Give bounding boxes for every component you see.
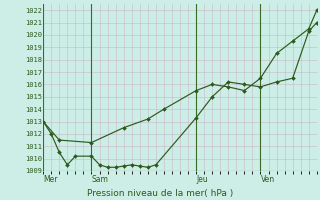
Text: Mer: Mer — [43, 175, 58, 184]
Text: Jeu: Jeu — [196, 175, 208, 184]
Text: Pression niveau de la mer( hPa ): Pression niveau de la mer( hPa ) — [87, 189, 233, 198]
Text: Sam: Sam — [92, 175, 108, 184]
Text: Ven: Ven — [260, 175, 275, 184]
